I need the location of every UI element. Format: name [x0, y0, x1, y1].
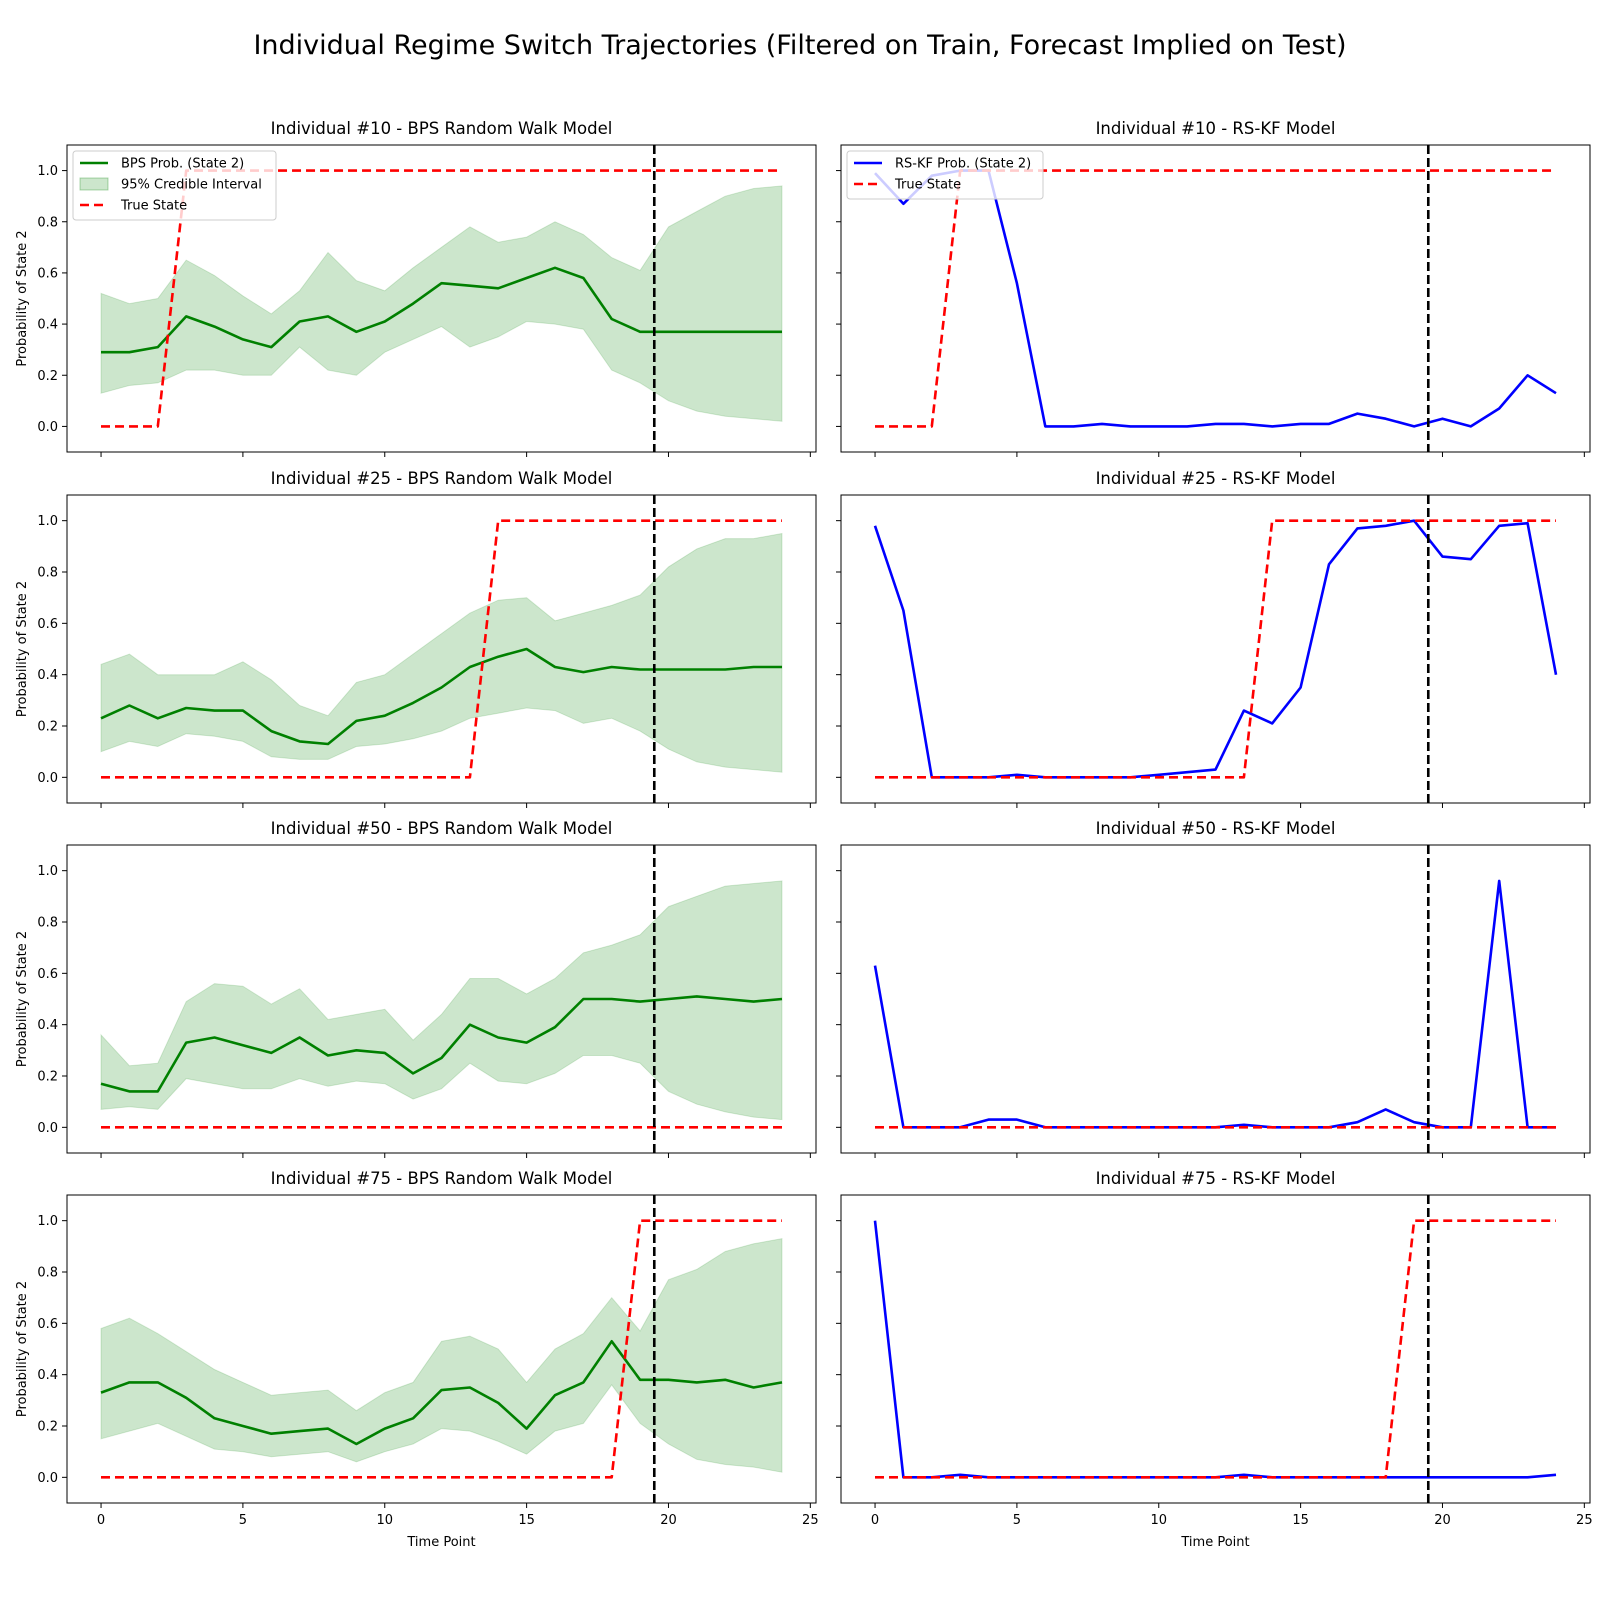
subplot-title: Individual #50 - BPS Random Walk Model — [271, 819, 613, 838]
legend-label: True State — [120, 199, 187, 214]
axes-frame — [840, 844, 1591, 1154]
y-tick-label: 0.0 — [37, 771, 58, 786]
y-axis-label: Probability of State 2 — [15, 230, 30, 366]
y-tick-label: 0.2 — [37, 1070, 58, 1085]
y-tick-label: 0.8 — [37, 916, 58, 931]
y-tick-label: 1.0 — [37, 864, 58, 879]
bps-probability-line — [101, 266, 782, 354]
y-axis-label: Probability of State 2 — [15, 931, 30, 1067]
x-tick-label: 5 — [1013, 1513, 1021, 1528]
x-tick-label: 10 — [376, 1513, 393, 1528]
y-axis-label: Probability of State 2 — [15, 1281, 30, 1417]
y-tick-label: 0.8 — [37, 1266, 58, 1281]
bps-probability-line — [100, 647, 782, 746]
credible-interval-band — [100, 880, 783, 1121]
subplot-4-1: Individual #75 - BPS Random Walk Model 0.… — [15, 1169, 819, 1550]
legend-label: 95% Credible Interval — [121, 178, 262, 193]
true-state-line — [101, 519, 782, 779]
axes-frame — [66, 494, 817, 804]
y-tick-label: 0.0 — [37, 420, 58, 435]
legend-label: RS-KF Prob. (State 2) — [895, 157, 1031, 172]
x-axis-label: Time Point — [1180, 1535, 1249, 1550]
credible-interval-band — [100, 185, 783, 422]
subplot-grid: Individual #10 - BPS Random Walk Model 0.… — [15, 119, 1593, 1550]
y-tick-label: 0.6 — [37, 1317, 58, 1332]
subplot-1-2: Individual #10 - RS-KF Model RS-KF Prob. … — [836, 119, 1591, 457]
y-tick-label: 0.4 — [37, 1368, 58, 1383]
axes-frame — [840, 494, 1591, 804]
subplot-1-1: Individual #10 - BPS Random Walk Model 0.… — [15, 119, 817, 457]
axes-frame — [840, 1194, 1591, 1504]
axes-frame — [66, 844, 817, 1154]
x-tick-label: 0 — [871, 1513, 879, 1528]
credible-interval-band — [100, 1238, 783, 1473]
subplot-title: Individual #50 - RS-KF Model — [1096, 819, 1336, 838]
subplot-title: Individual #10 - BPS Random Walk Model — [271, 119, 613, 138]
bps-probability-line — [100, 1340, 783, 1446]
x-tick-label: 20 — [1434, 1513, 1451, 1528]
true-state-line — [875, 519, 1556, 779]
y-axis-label: Probability of State 2 — [15, 581, 30, 717]
x-tick-label: 0 — [97, 1513, 105, 1528]
figure-title: Individual Regime Switch Trajectories (F… — [253, 30, 1346, 61]
y-tick-label: 0.6 — [37, 266, 58, 281]
y-tick-label: 0.6 — [37, 967, 58, 982]
legend-ci-swatch — [79, 177, 109, 191]
legend-label: True State — [894, 178, 961, 193]
y-tick-label: 1.0 — [37, 164, 58, 179]
x-tick-label: 5 — [239, 1513, 247, 1528]
y-tick-label: 0.0 — [37, 1471, 58, 1486]
y-tick-label: 1.0 — [37, 1214, 58, 1229]
y-tick-label: 0.6 — [37, 617, 58, 632]
legend-label: BPS Prob. (State 2) — [121, 157, 244, 172]
y-tick-label: 0.4 — [37, 668, 58, 683]
axes-frame — [66, 1194, 817, 1504]
bps-probability-line — [100, 995, 783, 1093]
subplot-title: Individual #10 - RS-KF Model — [1096, 119, 1336, 138]
subplot-title: Individual #75 - BPS Random Walk Model — [271, 1169, 613, 1188]
x-tick-label: 20 — [660, 1513, 677, 1528]
y-tick-label: 0.4 — [37, 1018, 58, 1033]
x-tick-label: 15 — [1292, 1513, 1309, 1528]
subplot-3-1: Individual #50 - BPS Random Walk Model 0.… — [15, 819, 817, 1158]
true-state-line — [101, 1219, 782, 1479]
legend-box — [846, 150, 1044, 200]
subplot-2-2: Individual #25 - RS-KF Model — [836, 469, 1591, 808]
subplot-3-2: Individual #50 - RS-KF Model — [836, 819, 1591, 1158]
legend: RS-KF Prob. (State 2) True State — [846, 150, 1044, 200]
x-tick-label: 15 — [518, 1513, 535, 1528]
y-tick-label: 1.0 — [37, 514, 58, 529]
x-axis-label: Time Point — [406, 1535, 475, 1550]
y-tick-label: 0.2 — [37, 720, 58, 735]
y-tick-label: 0.0 — [37, 1121, 58, 1136]
y-tick-label: 0.2 — [37, 1420, 58, 1435]
legend: BPS Prob. (State 2) 95% Credible Interval… — [72, 150, 277, 221]
legend-box — [72, 150, 277, 221]
subplot-4-2: Individual #75 - RS-KF Model 0 5 10 15 20 25 Ti… — [836, 1169, 1593, 1550]
y-tick-label: 0.8 — [37, 215, 58, 230]
x-tick-label: 10 — [1150, 1513, 1167, 1528]
credible-interval-band — [100, 532, 783, 773]
true-state-line — [875, 1219, 1556, 1479]
x-tick-label: 25 — [1576, 1513, 1593, 1528]
subplot-title: Individual #25 - RS-KF Model — [1096, 469, 1336, 488]
y-tick-label: 0.2 — [37, 369, 58, 384]
subplot-2-1: Individual #25 - BPS Random Walk Model 0.… — [15, 469, 817, 808]
x-tick-label: 25 — [802, 1513, 819, 1528]
y-tick-label: 0.8 — [37, 566, 58, 581]
y-tick-label: 0.4 — [37, 318, 58, 333]
subplot-title: Individual #75 - RS-KF Model — [1096, 1169, 1336, 1188]
subplot-title: Individual #25 - BPS Random Walk Model — [271, 469, 613, 488]
